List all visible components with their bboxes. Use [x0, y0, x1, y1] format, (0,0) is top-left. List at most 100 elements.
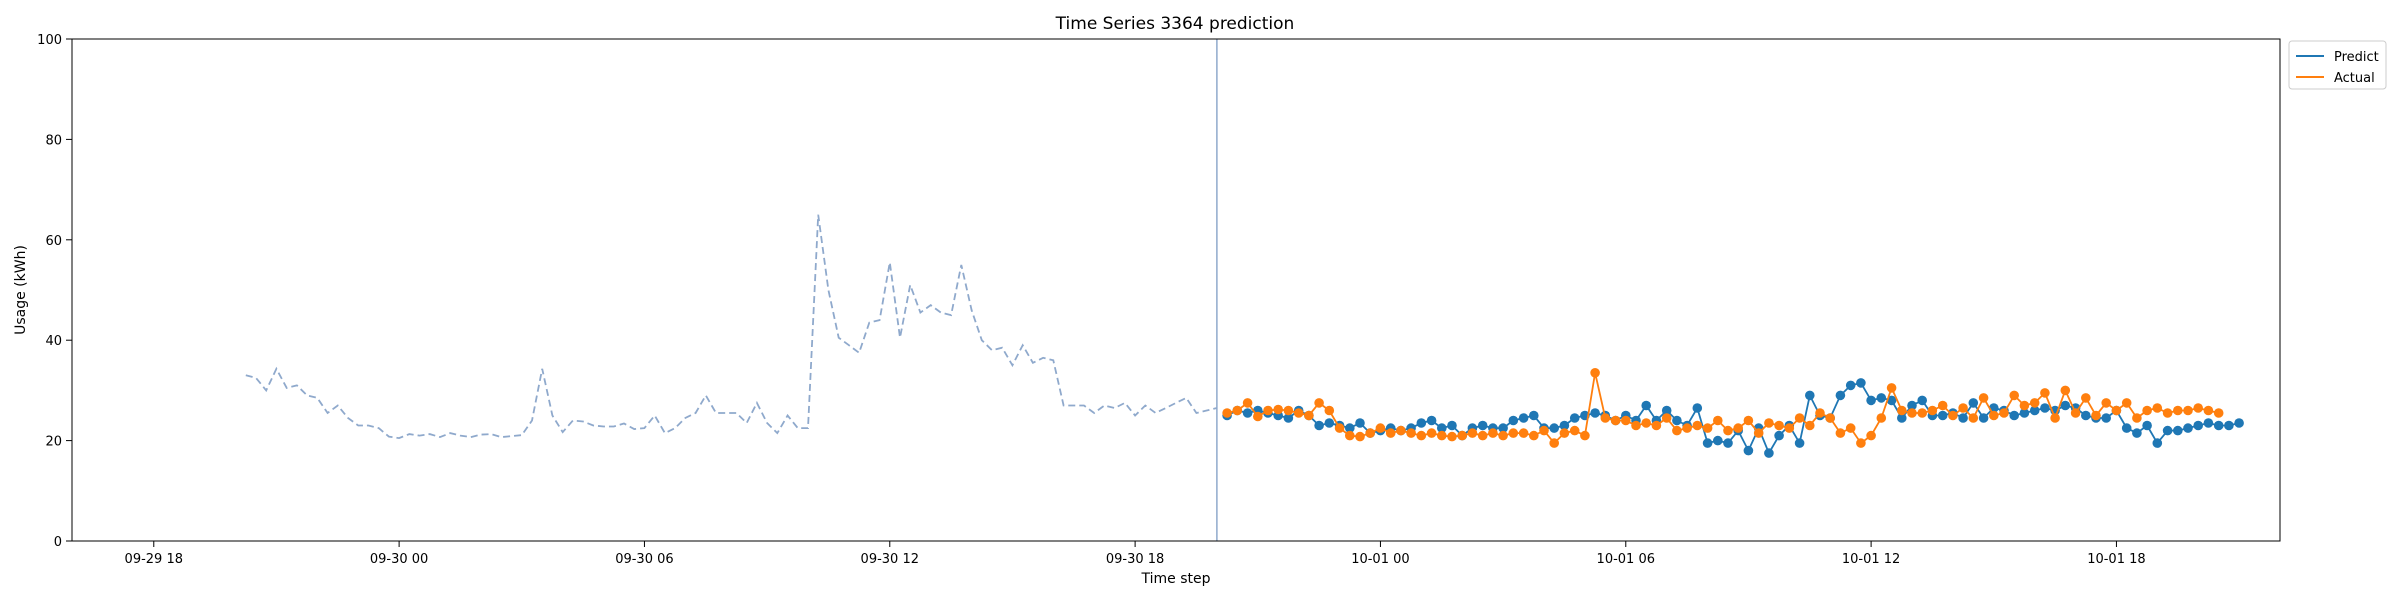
actual-point [2009, 390, 2019, 401]
predict-point [1590, 408, 1600, 418]
predict-point [1886, 395, 1897, 406]
predict-point [1549, 423, 1559, 433]
actual-point [1488, 428, 1498, 438]
actual-point [1324, 405, 1335, 416]
actual-point [2101, 398, 2111, 408]
predict-point [2193, 420, 2203, 431]
actual-point [1784, 423, 1795, 433]
predict-point [1958, 413, 1968, 423]
predict-point [1866, 395, 1876, 406]
actual-point [1273, 404, 1283, 415]
x-tick-label: 09-29 18 [125, 552, 183, 567]
actual-point [1835, 428, 1846, 438]
x-axis-label: Time step [1141, 571, 1211, 587]
actual-point [1283, 405, 1294, 416]
actual-point [2193, 403, 2203, 413]
predict-point [1355, 418, 1365, 428]
actual-point [1621, 415, 1631, 426]
actual-point [1610, 415, 1621, 426]
predict-point [1764, 448, 1774, 458]
actual-point [1385, 428, 1396, 438]
actual-point [1222, 408, 1232, 418]
actual-point [2142, 405, 2152, 416]
actual-point [1989, 410, 1999, 421]
predict-point [1529, 410, 1539, 421]
actual-point [2091, 410, 2101, 421]
actual-point [1866, 430, 1876, 441]
actual-point [1590, 368, 1600, 378]
actual-point [2152, 403, 2163, 413]
actual-point [1314, 398, 1324, 408]
x-tick-label: 10-01 12 [1842, 552, 1900, 567]
actual-point [1917, 408, 1927, 418]
actual-point [1304, 410, 1314, 421]
actual-point [1355, 431, 1365, 442]
actual-point [2162, 408, 2173, 418]
x-tick-label: 09-30 06 [615, 552, 673, 567]
actual-point [1753, 428, 1764, 438]
actual-point [2203, 405, 2214, 416]
actual-point [1293, 408, 1304, 418]
predict-point [1426, 415, 1437, 426]
actual-point [1764, 418, 1774, 428]
predict-point [1702, 438, 1713, 448]
predict-point [1345, 423, 1355, 433]
actual-point [1825, 413, 1835, 423]
actual-point [1498, 430, 1508, 441]
predict-point [1661, 405, 1672, 416]
predict-point [1897, 413, 1907, 423]
actual-point [1651, 420, 1662, 431]
actual-point [2060, 385, 2071, 396]
actual-point [1805, 420, 1815, 431]
predict-point [1713, 435, 1723, 446]
actual-point [1437, 430, 1447, 441]
actual-point [1702, 423, 1713, 433]
predict-point [1692, 403, 1703, 413]
y-tick-label: 0 [54, 535, 62, 550]
actual-point [1948, 410, 1958, 421]
predict-point [1324, 418, 1335, 428]
x-tick-label: 09-30 00 [370, 552, 428, 567]
actual-point [1263, 405, 1273, 416]
predict-point [1845, 380, 1856, 391]
predict-point [1416, 418, 1427, 428]
predict-point [1283, 413, 1294, 423]
predict-point [2081, 410, 2091, 421]
legend-label-predict: Predict [2334, 50, 2379, 65]
actual-point [1978, 393, 1989, 403]
actual-point [2081, 393, 2091, 403]
actual-point [1457, 430, 1467, 441]
actual-point [1907, 408, 1917, 418]
x-tick-label: 09-30 12 [861, 552, 919, 567]
actual-point [2029, 398, 2040, 408]
x-tick-label: 10-01 18 [2087, 552, 2145, 567]
predict-point [2029, 405, 2040, 416]
actual-point [1508, 428, 1519, 438]
actual-point [2070, 408, 2081, 418]
y-tick-label: 20 [45, 435, 62, 450]
actual-point [2213, 408, 2224, 418]
actual-point [1876, 413, 1887, 423]
predict-point [2203, 418, 2214, 428]
actual-point [1549, 438, 1559, 448]
x-tick-label: 09-30 18 [1106, 552, 1164, 567]
actual-point [1937, 400, 1948, 411]
predict-point [2224, 420, 2234, 431]
predict-point [2040, 403, 2050, 413]
actual-point [2132, 413, 2142, 423]
predict-point [1242, 408, 1253, 418]
actual-point [1692, 420, 1703, 431]
predict-point [2152, 438, 2163, 448]
predict-line [1226, 381, 2240, 456]
predict-point [1437, 423, 1447, 433]
actual-point [1845, 423, 1856, 433]
actual-point [2050, 413, 2060, 423]
actual-point [2040, 388, 2050, 398]
predict-point [1672, 415, 1682, 426]
actual-point [1999, 408, 2009, 418]
predict-point [1794, 438, 1805, 448]
legend: Predict Actual [2288, 40, 2387, 90]
y-tick-label: 100 [37, 33, 62, 48]
predict-point [1937, 410, 1948, 421]
